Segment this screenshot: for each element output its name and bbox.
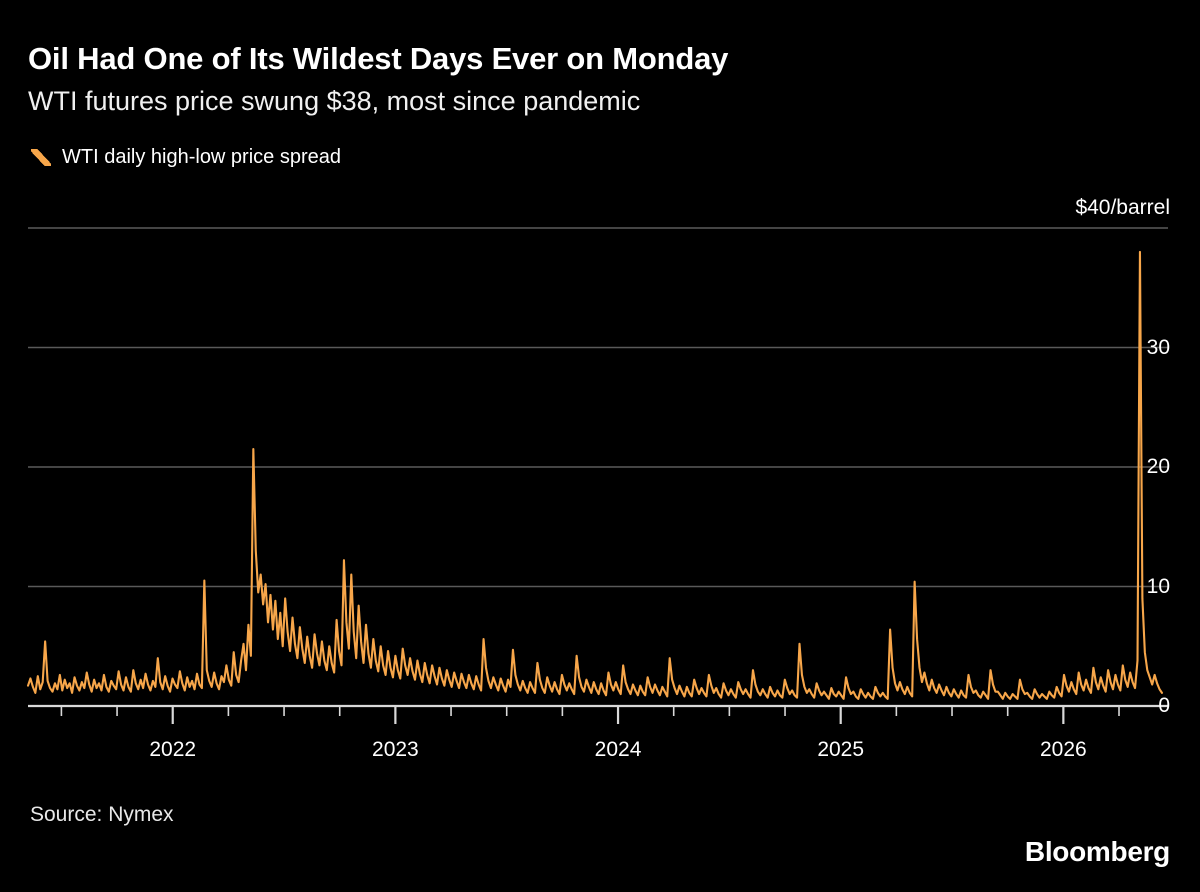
y-axis-tick-label: 0 (1158, 694, 1170, 717)
x-axis-tick-label: 2023 (372, 738, 419, 761)
series-line (26, 250, 1164, 700)
x-axis-tick-label: 2022 (149, 738, 197, 761)
y-axis-tick-label: 30 (1146, 335, 1170, 359)
y-axis-tick-label: 10 (1146, 574, 1170, 598)
page-subtitle: WTI futures price swung $38, most since … (28, 86, 641, 116)
legend-item-label: WTI daily high-low price spread (62, 146, 341, 168)
y-axis-tick-label: 20 (1146, 455, 1170, 478)
x-axis-tick-label: 2025 (817, 738, 865, 761)
y-axis-unit-label: $40/barrel (1075, 196, 1170, 219)
line-swatch-icon (30, 148, 52, 168)
source-note: Source: Nymex (30, 803, 174, 826)
x-axis-tick-label: 2026 (1039, 738, 1087, 761)
chart-legend: WTI daily high-low price spread (30, 146, 341, 169)
x-axis-tick-label: 2024 (594, 738, 642, 761)
bloomberg-logo: Bloomberg (1024, 836, 1170, 867)
page-title: Oil Had One of Its Wildest Days Ever on … (28, 41, 729, 76)
